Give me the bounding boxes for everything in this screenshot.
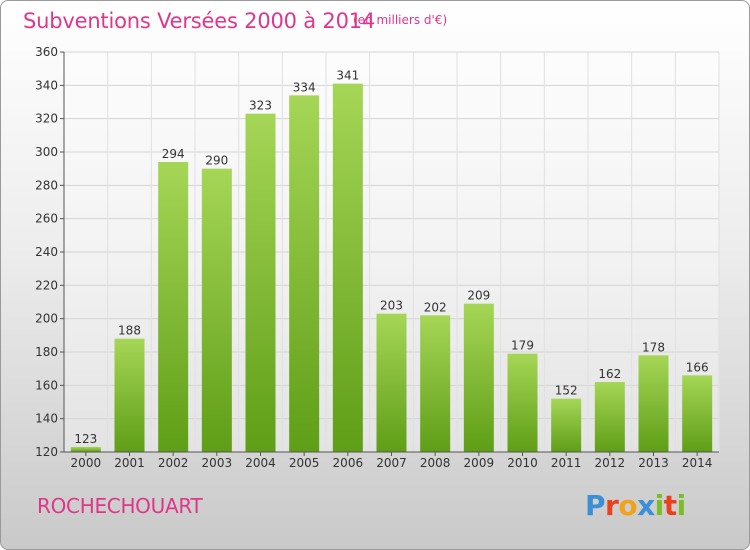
value-label: 166	[686, 360, 709, 374]
bar	[201, 168, 232, 452]
x-tick-label: 2008	[420, 456, 451, 470]
logo-letter: t	[663, 489, 677, 522]
y-tick-label: 180	[35, 345, 58, 359]
x-tick-label: 2004	[245, 456, 276, 470]
logo-letter: o	[618, 489, 638, 522]
logo-letter: x	[637, 489, 655, 522]
logo-letter: i	[676, 489, 687, 522]
y-tick-label: 320	[35, 112, 58, 126]
y-tick-label: 260	[35, 212, 58, 226]
proxiti-logo: Proxiti	[585, 489, 686, 522]
value-label: 334	[293, 80, 316, 94]
y-tick-label: 120	[35, 445, 58, 459]
x-tick-label: 2006	[333, 456, 364, 470]
x-tick-label: 2001	[114, 456, 145, 470]
value-label: 123	[74, 432, 97, 446]
value-label: 341	[336, 69, 359, 83]
x-tick-label: 2005	[289, 456, 320, 470]
x-tick-label: 2014	[682, 456, 713, 470]
x-tick-label: 2013	[638, 456, 669, 470]
value-label: 290	[205, 154, 228, 168]
y-tick-label: 240	[35, 245, 58, 259]
x-tick-label: 2012	[595, 456, 626, 470]
y-tick-label: 160	[35, 378, 58, 392]
x-tick-label: 2010	[507, 456, 538, 470]
bar	[376, 313, 407, 452]
x-tick-label: 2000	[71, 456, 102, 470]
bar	[114, 338, 145, 452]
value-label: 203	[380, 299, 403, 313]
value-label: 202	[424, 300, 447, 314]
x-tick-label: 2007	[376, 456, 407, 470]
value-label: 178	[642, 340, 665, 354]
bar	[420, 315, 451, 452]
bar	[463, 303, 494, 452]
bar	[638, 355, 669, 452]
town-name: ROCHECHOUART	[37, 494, 203, 518]
bar	[70, 447, 101, 452]
chart-subtitle: (en milliers d'€)	[353, 13, 448, 27]
value-label: 152	[555, 384, 578, 398]
y-tick-label: 140	[35, 412, 58, 426]
bar	[245, 113, 276, 453]
bar	[158, 162, 189, 452]
bar	[289, 95, 320, 452]
y-tick-label: 340	[35, 78, 58, 92]
logo-letter: i	[654, 489, 665, 522]
bar	[682, 375, 713, 452]
y-tick-label: 220	[35, 278, 58, 292]
value-label: 209	[467, 289, 490, 303]
value-label: 323	[249, 99, 272, 113]
value-label: 162	[598, 367, 621, 381]
logo-letter: r	[605, 489, 619, 522]
x-tick-label: 2009	[464, 456, 495, 470]
y-tick-label: 200	[35, 312, 58, 326]
y-tick-label: 300	[35, 145, 58, 159]
bar	[332, 83, 363, 453]
y-tick-label: 280	[35, 178, 58, 192]
bar	[594, 382, 625, 452]
chart-title: Subventions Versées 2000 à 2014	[23, 9, 376, 33]
bar	[507, 353, 538, 452]
x-tick-label: 2002	[158, 456, 189, 470]
x-tick-label: 2011	[551, 456, 582, 470]
x-tick-label: 2003	[202, 456, 233, 470]
bar	[551, 398, 582, 452]
value-label: 294	[162, 147, 185, 161]
value-label: 179	[511, 339, 534, 353]
value-label: 188	[118, 324, 141, 338]
y-tick-label: 360	[35, 45, 58, 59]
logo-letter: P	[585, 489, 606, 522]
